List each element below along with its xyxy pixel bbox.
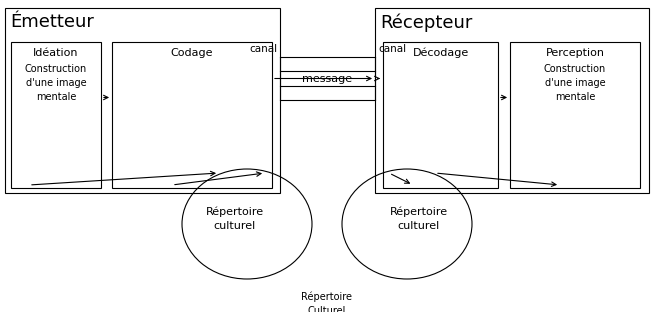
Text: Décodage: Décodage (413, 48, 469, 59)
Text: Codage: Codage (171, 48, 213, 58)
Bar (375, 8, 649, 193)
Text: Répertoire
culturel: Répertoire culturel (206, 207, 264, 231)
Bar (510, 42, 640, 188)
Bar (383, 42, 498, 188)
Text: Idéation: Idéation (33, 48, 78, 58)
Text: canal: canal (378, 44, 406, 54)
Bar (112, 42, 272, 188)
Text: message: message (302, 74, 353, 84)
Text: Récepteur: Récepteur (380, 13, 472, 32)
Text: Construction
d'une image
mentale: Construction d'une image mentale (544, 64, 606, 102)
Text: Perception: Perception (545, 48, 604, 58)
Text: Émetteur: Émetteur (10, 13, 94, 31)
Text: canal: canal (249, 44, 277, 54)
Bar (11, 42, 101, 188)
Text: Construction
d'une image
mentale: Construction d'une image mentale (25, 64, 87, 102)
Text: Répertoire
culturel: Répertoire culturel (390, 207, 448, 231)
Text: Répertoire
Culturel
commun: Répertoire Culturel commun (301, 291, 353, 312)
Bar (5, 8, 280, 193)
